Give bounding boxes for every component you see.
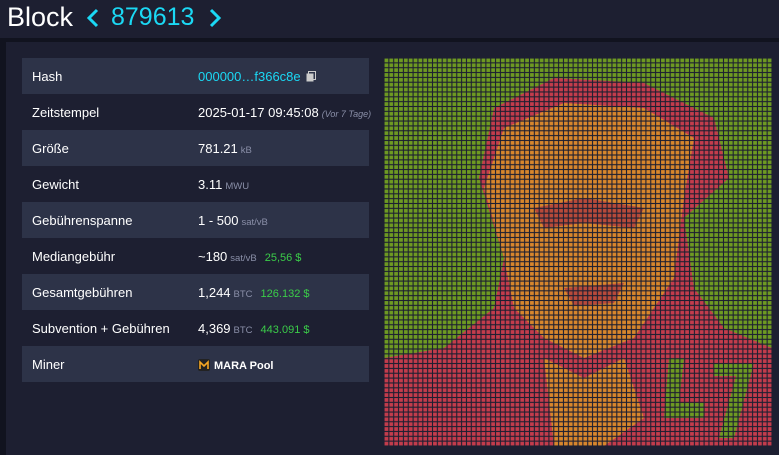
row: Gesamtgebühren 1,244 BTC 126.132 $ <box>22 274 369 310</box>
row-label: Gebührenspanne <box>32 213 133 228</box>
row-value: 3.11 <box>198 177 223 192</box>
row-label: Gesamtgebühren <box>32 285 133 300</box>
row-value: 4,369 <box>198 321 231 336</box>
header: Block 879613 <box>0 0 779 38</box>
row-value: 000000…f366c8e <box>198 69 301 84</box>
row-value-cell: 000000…f366c8e <box>198 69 316 84</box>
row-value-cell: 2025-01-17 09:45:08 (Vor 7 Tage) <box>198 105 371 120</box>
details-table: Hash 000000…f366c8e Zeitstempel 2025-01-17 … <box>22 58 371 382</box>
block-mosaic: ​ <box>384 58 772 446</box>
row: Subvention + Gebühren 4,369 BTC 443.091 $ <box>22 310 369 346</box>
row-label: Subvention + Gebühren <box>32 321 170 336</box>
row-value-cell: MARA Pool <box>198 357 273 372</box>
row-fiat: 443.091 $ <box>260 324 310 336</box>
row-value-cell: 1 - 500 sat/vB <box>198 213 268 228</box>
row-value-cell: ~180 sat/vB 25,56 $ <box>198 249 301 264</box>
title: Block <box>7 2 74 32</box>
row-unit: BTC <box>233 325 253 336</box>
row: Miner MARA Pool <box>22 346 369 382</box>
row-label: Hash <box>32 69 63 84</box>
row: Hash 000000…f366c8e <box>22 58 369 94</box>
row-value: 2025-01-17 09:45:08 <box>198 105 319 120</box>
row: Gebührenspanne 1 - 500 sat/vB <box>22 202 369 238</box>
row-value-cell: 781.21 kB <box>198 141 252 156</box>
row-fiat: 126.132 $ <box>260 288 310 300</box>
row-fiat: 25,56 $ <box>264 252 302 264</box>
row-unit: kB <box>240 145 252 156</box>
row-value-cell: 1,244 BTC 126.132 $ <box>198 285 309 300</box>
block-height: 879613 <box>111 3 195 31</box>
row-unit: sat/vB <box>241 217 268 228</box>
row-label: Miner <box>32 357 65 372</box>
row-value: 1,244 <box>198 285 231 300</box>
row-value-cell: 3.11 MWU <box>198 177 249 192</box>
row-value: 1 - 500 <box>198 213 239 228</box>
row-value: MARA Pool <box>214 360 274 372</box>
row-value: ~180 <box>198 249 228 264</box>
row-unit: sat/vB <box>230 253 257 264</box>
row: Zeitstempel 2025-01-17 09:45:08 (Vor 7 Tag… <box>22 94 371 130</box>
row: Größe 781.21 kB <box>22 130 369 166</box>
row-label: Gewicht <box>32 177 79 192</box>
row-label: Größe <box>32 141 69 156</box>
row: Gewicht 3.11 MWU <box>22 166 369 202</box>
copy-icon[interactable] <box>306 71 316 82</box>
row-label: Mediangebühr <box>32 249 116 264</box>
next-arrow[interactable] <box>208 8 222 28</box>
row-unit: BTC <box>233 289 253 300</box>
row-value: 781.21 <box>198 141 238 156</box>
row-unit: MWU <box>225 181 250 192</box>
row-note: (Vor 7 Tage) <box>321 109 372 119</box>
prev-arrow[interactable] <box>86 8 100 28</box>
miner-icon <box>198 359 210 371</box>
row-value-cell: 4,369 BTC 443.091 $ <box>198 321 309 336</box>
row: Mediangebühr ~180 sat/vB 25,56 $ <box>22 238 369 274</box>
row-label: Zeitstempel <box>32 105 100 120</box>
